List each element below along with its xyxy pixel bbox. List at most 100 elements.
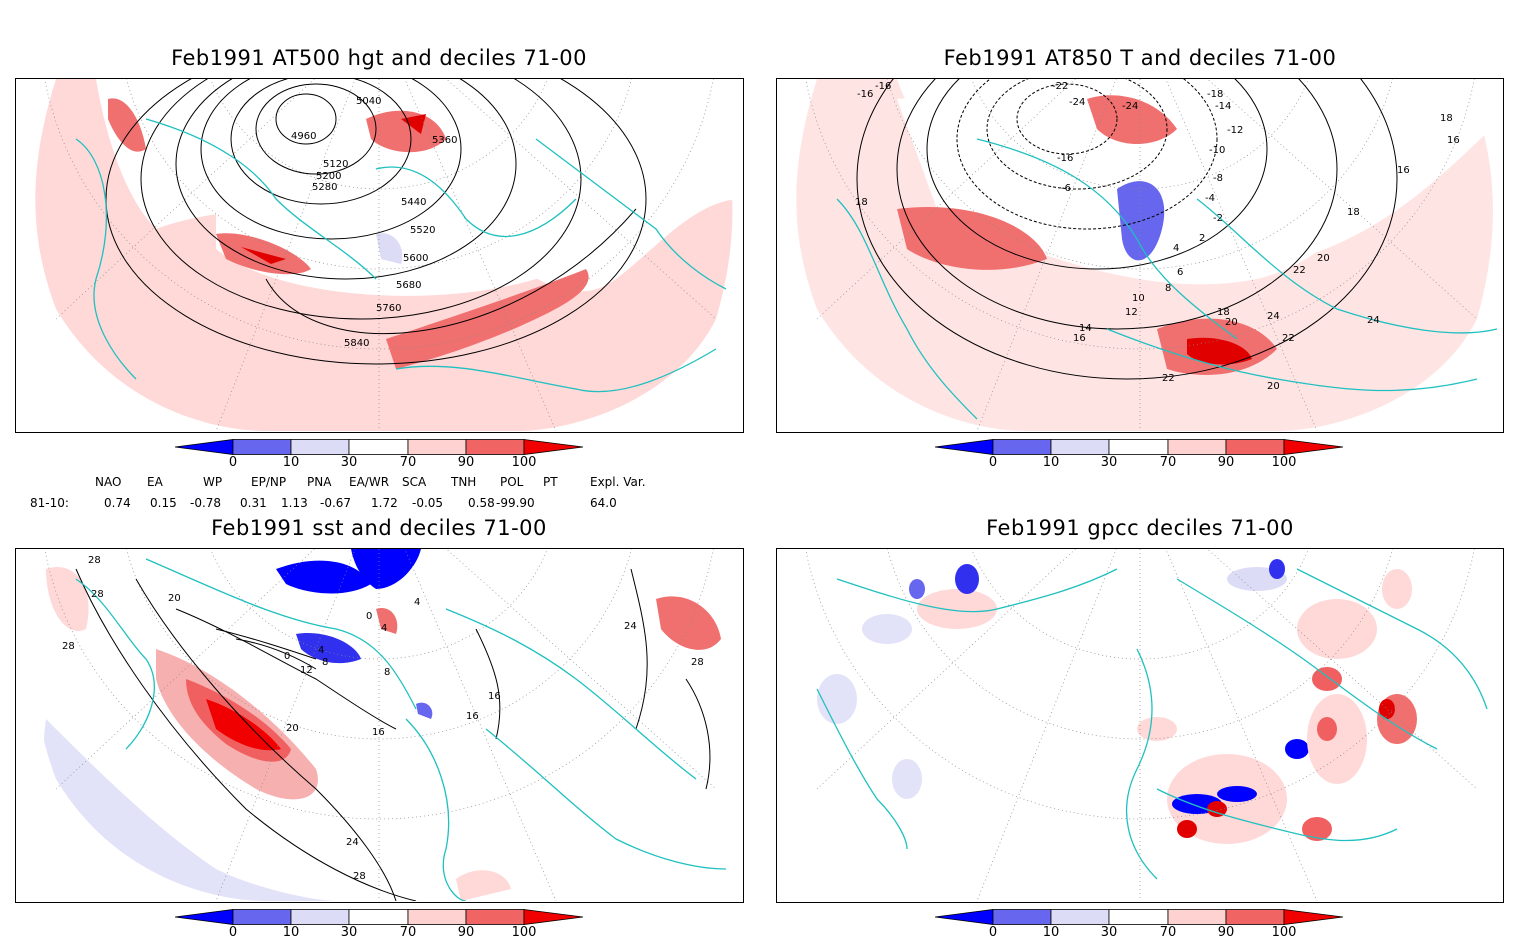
index-name: EP/NP xyxy=(251,475,287,489)
contour-label: 4960 xyxy=(291,131,316,142)
panel-title-gpcc: Feb1991 gpcc deciles 71-00 xyxy=(986,516,1294,540)
contour-label: -16 xyxy=(857,89,873,100)
contour-label: 5120 xyxy=(323,159,348,170)
contour-label: 12 xyxy=(300,665,313,676)
map-sst: 28 28 28 20 0 4 8 12 4 8 0 16 20 24 28 1… xyxy=(16,549,742,901)
colorbar-label: 30 xyxy=(340,455,358,470)
colorbar-segment xyxy=(1108,909,1169,925)
index-value: -0.67 xyxy=(320,496,352,510)
colorbar-label: 0 xyxy=(988,925,998,940)
high-decile xyxy=(108,98,146,152)
colorbar-segment xyxy=(1225,439,1285,455)
index-value: -0.78 xyxy=(190,496,222,510)
map-panel-sst: 28 28 28 20 0 4 8 12 4 8 0 16 20 24 28 1… xyxy=(15,548,744,903)
colorbar-segment xyxy=(348,909,409,925)
colorbar-bottom-left xyxy=(175,909,584,925)
contour-label: 18 xyxy=(1347,207,1360,218)
colorbar-label: 70 xyxy=(399,455,417,470)
contour-label: 12 xyxy=(1125,307,1138,318)
map-t850: -16 -16 -22 -24 -24 -18 -14 -12 -10 -16 … xyxy=(777,79,1502,431)
contour-label: 5280 xyxy=(312,182,337,193)
colorbar-segment xyxy=(348,439,409,455)
contour-label: 10 xyxy=(1132,293,1145,304)
contour-label: 20 xyxy=(168,593,181,604)
colorbar-segment xyxy=(992,439,1052,455)
low-decile xyxy=(1117,181,1165,261)
panel-title-hgt500: Feb1991 AT500 hgt and deciles 71-00 xyxy=(171,46,587,70)
contour-label: 2 xyxy=(1199,233,1205,244)
index-value: 1.72 xyxy=(371,496,398,510)
colorbar-label: 100 xyxy=(1271,455,1297,470)
lat-lon-grid xyxy=(44,79,717,431)
coastlines xyxy=(75,558,727,901)
contour-label: 22 xyxy=(1293,265,1306,276)
colorbar-segment xyxy=(407,909,467,925)
index-value: 0.31 xyxy=(240,496,267,510)
contour-label: 4 xyxy=(318,645,324,656)
high-decile xyxy=(366,110,446,153)
outside-disk xyxy=(16,79,266,431)
high-decile xyxy=(656,596,721,650)
contour-label: 24 xyxy=(1267,311,1280,322)
contour-label: 5040 xyxy=(356,96,381,107)
index-value: 64.0 xyxy=(590,496,617,510)
colorbar-segment xyxy=(290,439,350,455)
contour-label: 18 xyxy=(855,197,868,208)
colorbar-label: 10 xyxy=(1042,455,1060,470)
colorbar-top-right xyxy=(935,439,1344,455)
colorbar-segment xyxy=(992,909,1052,925)
contour-label: -4 xyxy=(1205,193,1215,204)
contour-label: 16 xyxy=(466,711,479,722)
colorbar-segment xyxy=(1108,439,1169,455)
colorbar-label: 30 xyxy=(340,925,358,940)
contour-label: 5360 xyxy=(432,135,457,146)
contour-label: -22 xyxy=(1052,81,1068,92)
extreme-decile xyxy=(206,699,281,751)
colorbar-segment xyxy=(1050,439,1110,455)
index-name: WP xyxy=(203,475,223,489)
contour-label: 5840 xyxy=(344,338,369,349)
map-hgt500: 5040 4960 5360 5120 5200 5280 5440 5520 … xyxy=(16,79,742,431)
contours xyxy=(856,79,1398,380)
colorbar-label: 0 xyxy=(228,455,238,470)
contour-label: -18 xyxy=(1207,89,1223,100)
colorbar-label: 100 xyxy=(511,455,537,470)
low-decile xyxy=(416,702,433,719)
extreme-decile xyxy=(351,549,421,589)
contour-label: 22 xyxy=(1282,333,1295,344)
colorbar-segment xyxy=(935,439,994,455)
contour-label: 16 xyxy=(372,727,385,738)
contour-label: -2 xyxy=(1213,213,1223,224)
contour-label: -24 xyxy=(1122,101,1138,112)
contour-label: 16 xyxy=(488,691,501,702)
contour-label: 8 xyxy=(322,657,328,668)
colorbar-segment xyxy=(1225,909,1285,925)
low-decile-area xyxy=(777,79,1502,431)
contour-label: 22 xyxy=(1162,373,1175,384)
contour-label: 28 xyxy=(691,657,704,668)
high-decile xyxy=(1087,95,1177,144)
high-decile xyxy=(46,567,89,631)
index-value: 0.74 xyxy=(104,496,131,510)
colorbar-segment xyxy=(1167,909,1227,925)
contour-label: 6 xyxy=(1177,267,1183,278)
map-panel-t850: -16 -16 -22 -24 -24 -18 -14 -12 -10 -16 … xyxy=(776,78,1504,433)
colorbar-top-left xyxy=(175,439,584,455)
contour-label: 5200 xyxy=(316,171,341,182)
colorbar-label: 100 xyxy=(1271,925,1297,940)
coastlines xyxy=(836,138,1498,420)
contour-label: 4 xyxy=(381,623,387,634)
contour-label: 28 xyxy=(353,871,366,882)
map-gpcc xyxy=(777,549,1502,901)
index-name: SCA xyxy=(402,475,427,489)
colorbar-segment xyxy=(175,439,234,455)
colorbar-label: 70 xyxy=(1159,925,1177,940)
contour-label: -16 xyxy=(875,81,891,92)
panel-title-sst: Feb1991 sst and deciles 71-00 xyxy=(211,516,547,540)
colorbar-label: 0 xyxy=(228,925,238,940)
precip-deciles xyxy=(817,559,1417,844)
high-decile xyxy=(456,870,511,901)
colorbar-segment xyxy=(232,909,292,925)
index-name: TNH xyxy=(451,475,477,489)
colorbar-segment xyxy=(935,909,994,925)
